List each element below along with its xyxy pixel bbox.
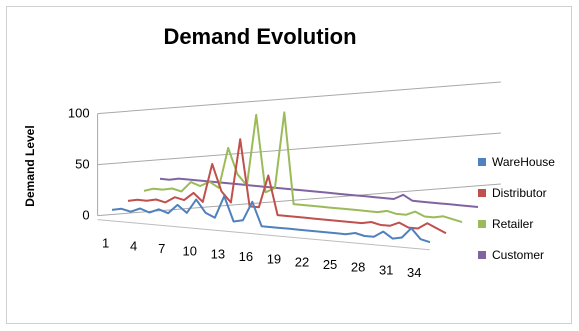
legend-label-customer: Customer <box>492 247 545 262</box>
legend-swatch-distributor <box>478 188 486 197</box>
legend-label-distributor: Distributor <box>492 185 547 200</box>
legend-item-retailer: Retailer <box>478 208 555 239</box>
x-tick-label-10: 10 <box>183 244 197 259</box>
series-line-distributor <box>127 138 447 235</box>
x-tick-label-34: 34 <box>407 265 421 280</box>
series-line-customer <box>159 177 479 208</box>
x-tick-label-31: 31 <box>379 262 393 277</box>
x-tick-label-4: 4 <box>130 238 137 253</box>
y-tick-label-0: 0 <box>82 208 89 223</box>
gridline-100 <box>97 81 501 115</box>
y-tick-label-50: 50 <box>75 157 89 172</box>
legend-swatch-warehouse <box>478 157 486 166</box>
x-tick-label-13: 13 <box>211 246 225 261</box>
series-line-retailer <box>143 111 463 224</box>
x-tick-label-7: 7 <box>158 241 165 256</box>
legend-item-warehouse: WareHouse <box>478 146 555 177</box>
gridline-0 <box>97 183 501 217</box>
legend-label-retailer: Retailer <box>492 216 534 231</box>
legend-item-distributor: Distributor <box>478 177 555 208</box>
chart-title: Demand Evolution <box>163 24 357 49</box>
x-tick-label-19: 19 <box>267 252 281 267</box>
gridline-50 <box>97 132 501 166</box>
floor-edge <box>97 219 430 251</box>
legend-label-warehouse: WareHouse <box>492 154 555 169</box>
legend-item-customer: Customer <box>478 239 555 270</box>
x-tick-label-1: 1 <box>102 236 109 251</box>
legend: WareHouse Distributor Retailer Customer <box>478 146 555 270</box>
x-tick-label-22: 22 <box>295 254 309 269</box>
legend-swatch-customer <box>478 250 486 259</box>
x-tick-label-25: 25 <box>323 257 337 272</box>
x-tick-label-28: 28 <box>351 260 365 275</box>
series-line-warehouse <box>111 195 431 244</box>
legend-swatch-retailer <box>478 219 486 228</box>
y-tick-label-100: 100 <box>68 106 90 121</box>
x-tick-label-16: 16 <box>239 249 253 264</box>
